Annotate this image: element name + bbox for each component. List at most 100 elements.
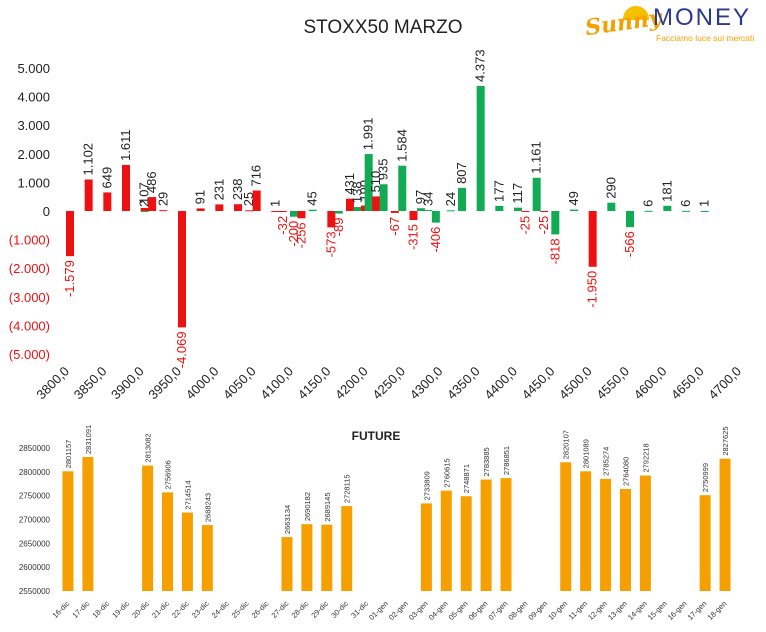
- y-tick-label: 1.000: [17, 175, 50, 190]
- future-x-tick-label: 13-gen: [606, 599, 629, 622]
- future-bar-label: 2831091: [84, 425, 93, 454]
- future-bar-label: 2750999: [701, 463, 710, 492]
- future-bar: [460, 496, 472, 591]
- future-x-tick-label: 30-dic: [329, 599, 350, 620]
- y-tick-label: (1.000): [9, 233, 50, 248]
- future-bar: [560, 462, 572, 591]
- bar-green: [290, 211, 298, 217]
- future-x-tick-label: 10-gen: [546, 599, 569, 622]
- bar-data-label: 2: [137, 200, 152, 207]
- future-bar: [142, 465, 154, 591]
- future-chart-title: FUTURE: [352, 429, 401, 443]
- chart-title: STOXX50 MARZO: [303, 17, 463, 38]
- bar-red: [140, 207, 149, 211]
- future-bar: [600, 478, 612, 591]
- bar-data-label: 290: [603, 177, 618, 199]
- bar-data-label: 1.102: [81, 143, 96, 176]
- future-bar: [62, 471, 74, 591]
- bar-data-label: 177: [491, 180, 506, 202]
- x-tick-label: 3850,0: [71, 364, 110, 403]
- x-tick-label: 4400,0: [481, 364, 520, 403]
- x-tick-label: 4550,0: [593, 364, 632, 403]
- bar-data-label: 807: [454, 162, 469, 184]
- future-x-tick-label: 27-dic: [270, 599, 291, 620]
- future-bar: [719, 458, 731, 591]
- sun-icon: [623, 6, 649, 20]
- x-tick-label: 4000,0: [183, 364, 222, 403]
- future-bar-label: 2783885: [482, 447, 491, 476]
- bar-data-label: -315: [405, 224, 420, 250]
- future-y-tick-label: 2600000: [19, 563, 51, 572]
- future-x-tick-label: 16-dic: [51, 599, 72, 620]
- future-x-tick-label: 21-dic: [150, 599, 171, 620]
- y-tick-label: (2.000): [9, 261, 50, 276]
- y-tick-label: (3.000): [9, 290, 50, 305]
- bar-red: [252, 190, 261, 211]
- bar-data-label: -256: [293, 222, 308, 248]
- future-x-tick-label: 23-dic: [190, 599, 211, 620]
- bar-data-label: 231: [211, 179, 226, 201]
- bar-data-label: -1.950: [585, 271, 600, 308]
- bar-green: [644, 210, 653, 212]
- bar-green: [308, 209, 317, 211]
- bar-data-label: 34: [420, 192, 435, 206]
- bar-green: [379, 184, 388, 211]
- future-x-tick-label: 16-gen: [666, 599, 689, 622]
- bar-data-label: -89: [331, 218, 346, 237]
- logo-sunny-text: Sunny: [583, 4, 664, 42]
- bar-green: [663, 205, 672, 211]
- bar-red: [521, 211, 530, 212]
- future-y-tick-label: 2550000: [19, 587, 51, 596]
- future-x-tick-label: 11-gen: [567, 599, 589, 621]
- x-tick-label: 4500,0: [556, 364, 595, 403]
- bar-data-label: 6: [641, 200, 656, 207]
- bar-red: [588, 211, 597, 267]
- bar-data-label: 716: [249, 165, 264, 187]
- bar-green: [570, 209, 578, 211]
- future-x-tick-label: 17-dic: [70, 599, 91, 620]
- future-bar: [440, 490, 452, 591]
- future-bar-label: 2663134: [283, 505, 292, 534]
- future-bar-label: 2801157: [64, 440, 73, 469]
- bar-red: [409, 211, 418, 221]
- bar-red: [66, 211, 74, 257]
- future-bar-label: 2792218: [641, 443, 650, 472]
- bar-data-label: 1.161: [529, 141, 544, 174]
- bar-data-label: 6: [678, 200, 693, 207]
- future-bar: [181, 512, 193, 591]
- x-tick-label: 3950,0: [145, 364, 184, 403]
- future-x-tick-label: 29-dic: [309, 599, 330, 620]
- bar-data-label: 1: [697, 200, 712, 207]
- bar-green: [364, 154, 373, 211]
- bar-data-label: -25: [517, 216, 532, 235]
- future-y-tick-label: 2800000: [19, 468, 51, 477]
- future-x-tick-label: 03-gen: [407, 599, 430, 622]
- y-tick-label: 5.000: [17, 61, 50, 76]
- bar-data-label: 29: [155, 192, 170, 206]
- x-tick-label: 4200,0: [332, 364, 371, 403]
- stoxx50-options-chart: 5.000 4.000 3.000 2.000 1.000 0 (1.000) (2.000)…: [9, 50, 744, 403]
- future-x-tick-label: 09-gen: [526, 599, 549, 622]
- x-tick-label: 3900,0: [108, 364, 147, 403]
- bar-green: [607, 202, 616, 211]
- bar-data-label: 1: [267, 200, 282, 207]
- x-tick-label: 4250,0: [369, 364, 408, 403]
- bar-data-label: 117: [510, 183, 525, 204]
- bar-red: [390, 211, 399, 213]
- bar-red: [245, 210, 254, 212]
- bar-green: [514, 207, 522, 211]
- x-tick-label: 4600,0: [631, 364, 670, 403]
- future-bar: [201, 525, 213, 591]
- bar-data-label: -818: [547, 238, 562, 264]
- x-tick-label: 4150,0: [295, 364, 334, 403]
- bar-data-label: 1.991: [361, 118, 376, 151]
- x-tick-label: 3800,0: [33, 364, 72, 403]
- future-x-tick-label: 18-dic: [90, 599, 111, 620]
- future-x-tick-label: 17-gen: [686, 599, 709, 622]
- future-x-tick-label: 18-gen: [706, 599, 729, 622]
- bar-data-label: 510: [368, 171, 383, 193]
- bar-data-label: 238: [230, 178, 245, 200]
- future-bar: [580, 471, 592, 591]
- future-x-tick-label: 22-dic: [170, 599, 191, 620]
- bar-data-label: 107: [137, 182, 152, 204]
